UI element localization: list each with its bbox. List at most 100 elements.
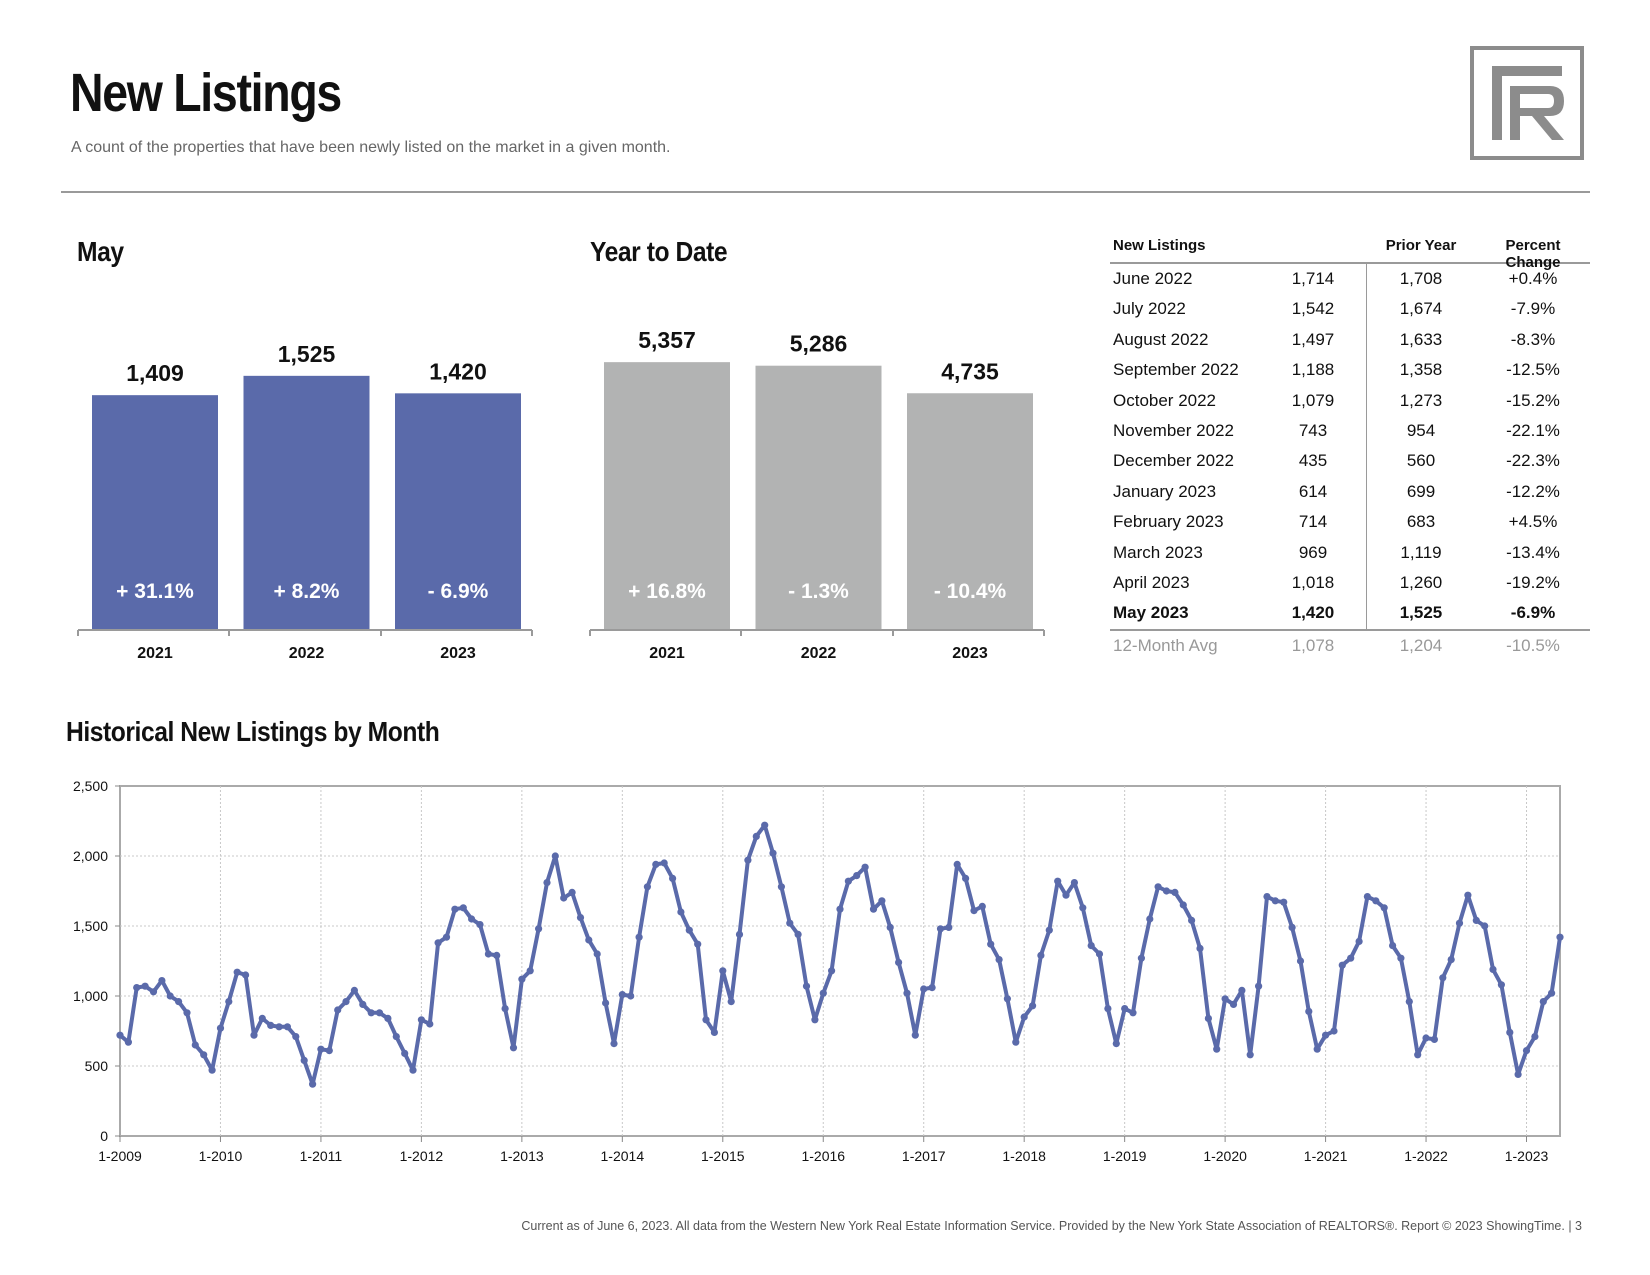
may-value-label: 1,525 [278,341,336,367]
data-point [1472,916,1480,924]
may-value-label: 1,409 [126,360,184,386]
data-point [1054,877,1062,885]
data-point [225,998,233,1006]
table-body: June 2022 1,714 1,708 +0.4% July 2022 1,542 1,… [1110,264,1590,661]
data-point [1313,1045,1321,1053]
data-point [1188,916,1196,924]
data-point [593,950,601,958]
row-prior: 683 [1406,512,1436,532]
data-point [1029,1002,1037,1010]
row-label: October 2022 [1113,390,1217,410]
row-prior: 1,204 [1399,635,1443,655]
data-point [911,1031,919,1039]
data-point [133,984,141,992]
data-point [1129,1009,1137,1017]
data-point [501,1005,509,1013]
row-label: September 2022 [1113,360,1239,380]
row-label: February 2023 [1113,512,1224,532]
data-point [987,940,995,948]
table-row: October 2022 1,079 1,273 -15.2% [1110,386,1590,416]
data-point [1556,933,1564,941]
data-point [568,888,576,896]
data-point [1514,1070,1522,1078]
may-category-label: 2021 [137,645,173,662]
data-point [1204,1014,1212,1022]
data-point [384,1014,392,1022]
table-header: New Listings Prior Year Percent Change [1110,236,1590,271]
table-row: July 2022 1,542 1,674 -7.9% [1110,294,1590,324]
data-point [786,919,794,927]
data-point [1539,998,1547,1006]
table-row: January 2023 614 699 -12.2% [1110,477,1590,507]
row-current: 1,497 [1291,329,1335,349]
data-point [158,977,166,985]
x-tick-label: 1-2016 [801,1148,845,1164]
x-tick-label: 1-2019 [1103,1148,1147,1164]
row-prior: 1,260 [1399,572,1443,592]
x-tick-label: 1-2022 [1404,1148,1448,1164]
data-point [242,971,250,979]
data-point [978,902,986,910]
row-percent: -10.5% [1506,635,1560,655]
data-point [844,877,853,885]
data-point [1548,989,1556,997]
row-percent: -7.9% [1510,299,1556,319]
historical-line-chart: 0 500 1,000 1,500 2,000 2,500 1-2009 1-2010 1-20… [73,778,1564,1164]
data-point [191,1041,199,1049]
data-point [535,925,543,933]
data-point [895,958,903,966]
data-point [484,950,492,958]
data-point [409,1066,417,1074]
x-tick-label: 1-2009 [98,1148,142,1164]
data-point [233,968,241,976]
data-point [1045,926,1053,934]
data-point [334,1006,342,1014]
row-percent: -22.3% [1506,451,1560,471]
data-point [886,923,894,931]
data-point [1070,879,1078,887]
data-point [216,1024,225,1032]
data-point [652,860,660,868]
x-tick-label: 1-2015 [701,1148,745,1164]
may-bar-2022 [243,375,370,630]
data-point [576,914,585,922]
data-point [551,852,559,860]
data-point [1121,1005,1129,1013]
row-prior: 1,633 [1399,329,1443,349]
row-current: 714 [1298,512,1328,532]
data-point [744,856,752,864]
data-point [451,905,459,913]
header-divider [61,191,1590,193]
may-change-label: + 8.2% [274,580,340,603]
data-point [275,1023,283,1031]
table-column-divider [1366,264,1367,629]
data-point [375,1009,384,1017]
data-point [1489,965,1497,973]
row-percent: -12.5% [1506,360,1560,380]
may-category-label: 2023 [440,645,476,662]
row-label: August 2022 [1113,329,1209,349]
data-point [1079,904,1087,912]
ytd-change-label: + 16.8% [628,580,706,603]
data-point [426,1020,434,1028]
table-row: August 2022 1,497 1,633 -8.3% [1110,325,1590,355]
data-point [459,904,467,912]
page-subtitle: A count of the properties that have been… [71,139,671,156]
data-point [1305,1007,1313,1015]
data-point [258,1014,266,1022]
data-point [920,985,928,993]
may-change-label: - 6.9% [428,580,489,603]
data-point [1439,974,1447,982]
data-point [643,883,652,891]
ytd-chart-heading: Year to Date [590,236,728,267]
row-label: December 2022 [1113,451,1234,471]
data-point [585,936,593,944]
data-point [1112,1040,1120,1048]
data-point [953,860,961,868]
ytd-bar-2022 [755,365,882,630]
data-point [936,925,945,933]
ytd-bar-2023 [907,393,1033,630]
ytd-bar-2021 [604,362,730,630]
row-current: 614 [1298,481,1328,501]
new-listings-table: New Listings Prior Year Percent Change J… [1110,236,1590,661]
